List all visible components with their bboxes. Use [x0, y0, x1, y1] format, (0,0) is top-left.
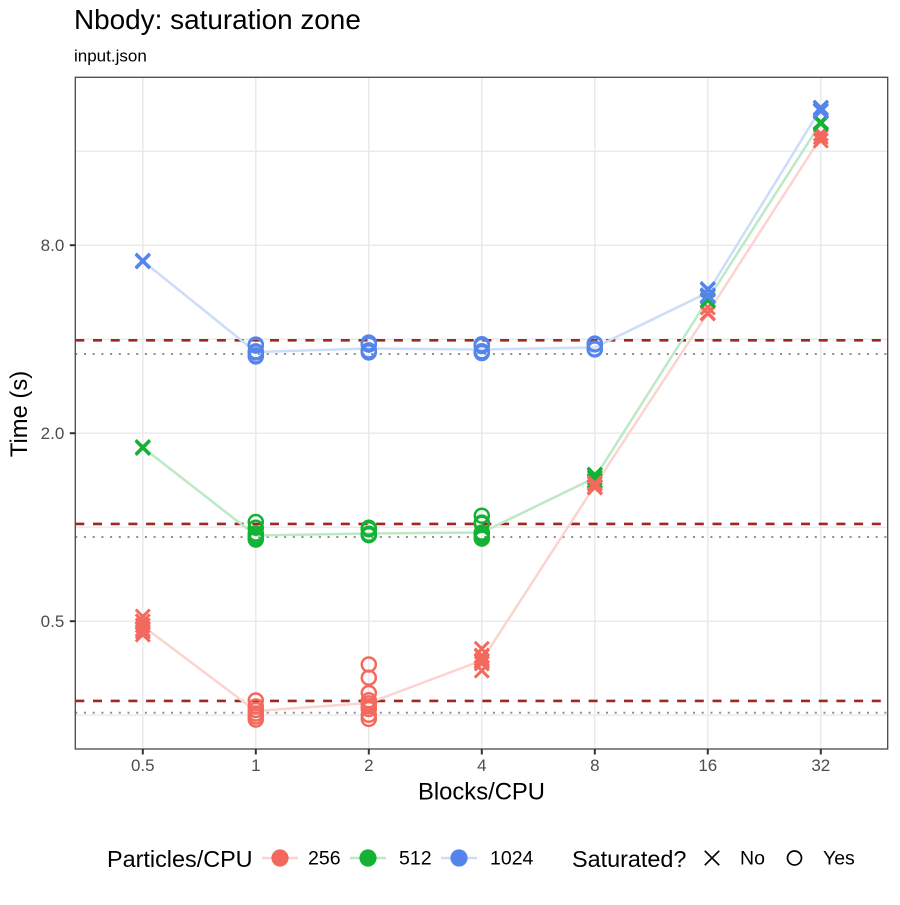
svg-text:2: 2	[364, 756, 373, 775]
svg-text:1024: 1024	[490, 848, 534, 870]
svg-text:8: 8	[590, 756, 599, 775]
svg-text:512: 512	[399, 848, 432, 870]
svg-text:8.0: 8.0	[41, 236, 65, 255]
svg-text:Time (s): Time (s)	[6, 371, 33, 457]
svg-text:Yes: Yes	[823, 848, 855, 870]
svg-text:0.5: 0.5	[131, 756, 155, 775]
svg-text:2.0: 2.0	[41, 424, 65, 443]
svg-text:0.5: 0.5	[41, 612, 65, 631]
svg-text:Blocks/CPU: Blocks/CPU	[418, 779, 545, 806]
svg-text:256: 256	[308, 848, 341, 870]
svg-text:1: 1	[251, 756, 260, 775]
svg-text:Particles/CPU: Particles/CPU	[107, 846, 253, 872]
svg-text:32: 32	[811, 756, 830, 775]
svg-text:16: 16	[698, 756, 717, 775]
svg-text:4: 4	[477, 756, 486, 775]
svg-text:Nbody: saturation zone: Nbody: saturation zone	[74, 4, 361, 35]
svg-text:No: No	[740, 848, 765, 870]
svg-text:Saturated?: Saturated?	[572, 846, 686, 872]
svg-text:input.json: input.json	[74, 47, 147, 66]
